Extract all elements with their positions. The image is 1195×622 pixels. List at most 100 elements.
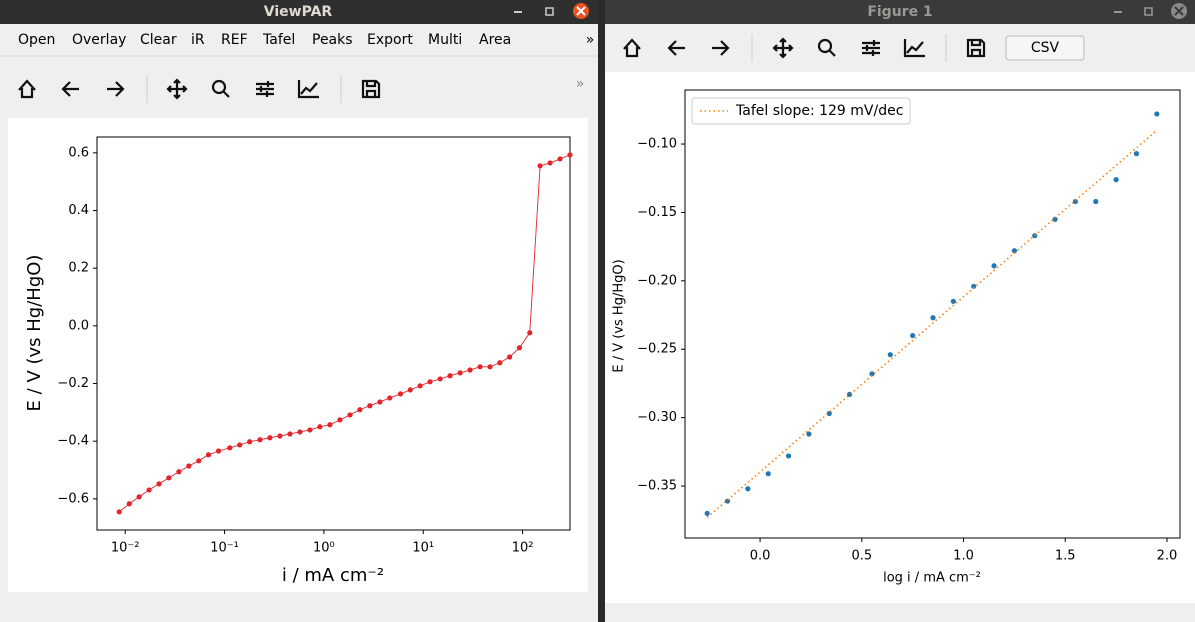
menu-item[interactable]: Area — [479, 32, 511, 48]
legend-label: Tafel slope: 129 mV/dec — [735, 103, 903, 119]
x-tick-label: 1.5 — [1055, 549, 1076, 564]
data-point — [567, 152, 573, 158]
toolbar-zoom-button[interactable] — [817, 38, 836, 57]
menu-overflow[interactable]: » — [586, 32, 595, 48]
toolbar-fwd-button[interactable] — [712, 40, 730, 56]
data-point — [991, 263, 997, 269]
x-tick-label: 10¹ — [412, 541, 434, 556]
data-point — [196, 458, 202, 464]
chart: 0.0 0.5 1.0 1.5 2.0 −0.35 −0.30 −0.25 −0.20 −0.15… — [612, 89, 1181, 586]
y-tick-label: 0.6 — [68, 145, 89, 160]
x-axis-label: i / mA cm⁻² — [282, 565, 384, 586]
toolbar-sliders-button[interactable] — [256, 81, 274, 97]
data-point — [337, 417, 343, 423]
data-point — [397, 391, 404, 397]
menu-item[interactable]: REF — [221, 32, 248, 48]
data-point — [704, 510, 710, 516]
data-point — [407, 387, 413, 393]
toolbar-move-button[interactable] — [166, 78, 188, 100]
data-point — [1093, 198, 1099, 205]
data-point — [257, 437, 263, 443]
data-point — [136, 494, 142, 500]
data-point — [327, 422, 333, 428]
menu-item[interactable]: Tafel — [262, 32, 295, 48]
toolbar-overflow[interactable]: » — [576, 76, 585, 92]
data-point — [205, 452, 212, 458]
data-point — [417, 383, 423, 389]
data-point — [367, 403, 373, 409]
csv-button-label[interactable]: CSV — [1031, 40, 1060, 56]
toolbar-zoom-button[interactable] — [211, 79, 230, 98]
x-tick-label: 0.5 — [851, 549, 872, 564]
toolbar-save-button[interactable] — [966, 38, 986, 58]
y-tick-label: −0.20 — [637, 273, 677, 288]
plot-area — [96, 136, 571, 531]
y-tick-label: −0.6 — [57, 491, 89, 506]
data-point — [910, 332, 916, 339]
toolbar-back-button[interactable] — [667, 40, 685, 56]
data-point — [287, 431, 293, 437]
menu-bar — [0, 24, 598, 56]
y-tick-label: 0.0 — [68, 318, 89, 333]
toolbar-sliders-button[interactable] — [862, 40, 880, 56]
csv-button[interactable] — [1005, 35, 1085, 61]
y-tick-label: −0.15 — [637, 205, 677, 220]
x-tick-label: 10² — [512, 541, 534, 556]
y-tick-label: −0.10 — [637, 137, 677, 152]
y-axis-label: E / V (vs Hg/HgO) — [612, 259, 627, 372]
data-point — [516, 345, 523, 351]
data-point — [497, 360, 503, 366]
title-bar — [605, 0, 1195, 24]
toolbar-chart-button[interactable] — [903, 39, 925, 58]
data-point — [347, 412, 353, 418]
series-line — [118, 154, 571, 513]
data-point — [930, 315, 936, 321]
data-point — [447, 373, 453, 379]
data-point — [785, 453, 792, 459]
toolbar-save-button[interactable] — [361, 79, 381, 99]
toolbar-move-button[interactable] — [772, 37, 794, 59]
data-point — [116, 509, 122, 515]
data-point — [547, 160, 553, 166]
data-point — [387, 395, 393, 401]
data-point — [971, 283, 977, 289]
data-point — [126, 501, 132, 507]
data-point — [277, 433, 283, 439]
menu-item[interactable]: iR — [191, 32, 205, 48]
data-point — [176, 469, 182, 475]
y-tick-label: −0.25 — [637, 342, 677, 357]
data-point — [215, 448, 222, 454]
data-point — [557, 156, 563, 162]
menu-item[interactable]: Multi — [428, 32, 462, 48]
window-controls[interactable] — [1114, 3, 1187, 19]
y-axis-label: E / V (vs Hg/HgO) — [24, 255, 45, 412]
data-point — [467, 367, 473, 373]
window-gap — [598, 0, 605, 622]
data-point — [765, 471, 771, 477]
menu-item[interactable]: Export — [367, 32, 413, 48]
data-point — [237, 442, 243, 448]
data-point — [357, 407, 363, 413]
y-tick-label: −0.30 — [637, 410, 677, 425]
data-point — [1133, 151, 1140, 157]
toolbar-home-button[interactable] — [18, 79, 36, 99]
toolbar-fwd-button[interactable] — [107, 81, 125, 97]
menu-item[interactable]: Overlay — [72, 32, 126, 48]
data-point — [156, 481, 162, 487]
toolbar-back-button[interactable] — [61, 81, 79, 97]
data-point — [186, 463, 192, 469]
menu-item[interactable]: Peaks — [312, 32, 353, 48]
data-point — [457, 370, 463, 376]
data-point — [745, 486, 751, 492]
data-point — [806, 431, 812, 437]
menu-item[interactable]: Clear — [140, 32, 177, 48]
data-point — [950, 298, 956, 304]
toolbar-chart-button[interactable] — [297, 80, 319, 99]
y-tick-label: 0.2 — [68, 261, 89, 276]
window-controls[interactable] — [514, 3, 589, 19]
data-point — [267, 435, 273, 441]
toolbar-home-button[interactable] — [623, 38, 641, 58]
menu-item[interactable]: Open — [18, 32, 55, 48]
